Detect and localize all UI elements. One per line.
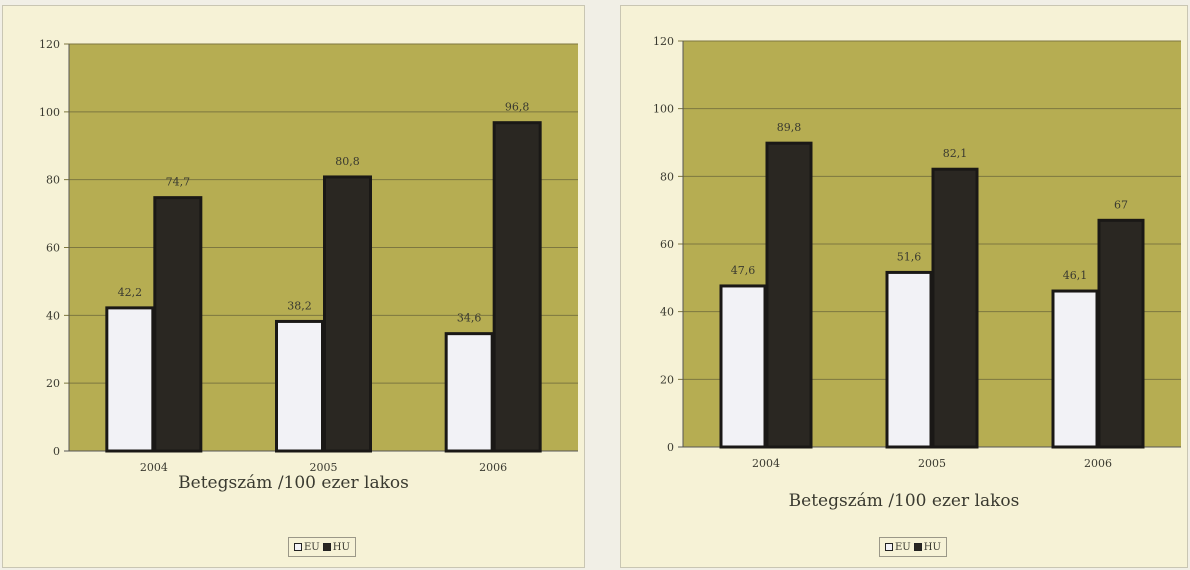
- data-label-hu-2004-right: 89,8: [777, 121, 802, 134]
- bar-chart-left: 0 20 40 60 80 100 120 42,2 74,7 2004 38,2 80,8 2005 3…: [39, 38, 578, 474]
- data-label-hu-2005-left: 80,8: [335, 155, 360, 168]
- x-tick-label-left: 2005: [310, 461, 338, 474]
- y-tick-label-left: 120: [39, 38, 60, 51]
- y-tick-label-right: 60: [660, 238, 674, 251]
- data-label-hu-2004-left: 74,7: [166, 176, 191, 189]
- legend-label-hu-left: HU: [332, 541, 350, 553]
- y-tick-label-left: 80: [46, 174, 60, 187]
- legend-swatch-hu-left: [322, 543, 331, 551]
- data-label-eu-2005-left: 38,2: [287, 299, 312, 312]
- legend-item-hu-left: HU: [322, 541, 350, 553]
- legend-swatch-hu-right: [913, 543, 922, 551]
- data-label-hu-2006-left: 96,8: [505, 101, 530, 114]
- legend-left: EU HU: [288, 537, 356, 557]
- bar-eu-2005-left: [275, 319, 324, 453]
- x-tick-label-right: 2005: [918, 457, 946, 470]
- y-tick-label-right: 20: [660, 373, 674, 386]
- y-tick-label-right: 40: [660, 306, 674, 319]
- chart-panel-left: 0 20 40 60 80 100 120 42,2 74,7 2004 38,2 80,8 2005 3…: [2, 5, 585, 568]
- y-tick-label-left: 60: [46, 242, 60, 255]
- x-tick-label-left: 2006: [479, 461, 507, 474]
- y-tick-label-right: 100: [653, 103, 674, 116]
- legend-swatch-eu-left: [294, 543, 302, 551]
- bar-eu-2006-right: [1051, 289, 1099, 449]
- y-tick-label-right: 120: [653, 35, 674, 48]
- y-tick-label-right: 0: [667, 441, 674, 454]
- legend-swatch-eu-right: [885, 543, 893, 551]
- y-tick-label-left: 40: [46, 309, 60, 322]
- bar-hu-2005-right: [931, 167, 979, 449]
- x-tick-label-right: 2006: [1084, 457, 1112, 470]
- data-label-eu-2006-left: 34,6: [457, 312, 482, 325]
- legend-right: EU HU: [879, 537, 947, 557]
- bar-hu-2005-left: [323, 175, 372, 453]
- legend-item-hu-right: HU: [913, 541, 941, 553]
- legend-label-eu-left: EU: [304, 541, 320, 553]
- data-label-hu-2006-right: 67: [1114, 198, 1128, 211]
- data-label-eu-2006-right: 46,1: [1063, 269, 1088, 282]
- bar-chart-right: 0 20 40 60 80 100 120 47,6 89,8 2004 51,6 82,1 2005 4…: [653, 35, 1181, 470]
- bar-hu-2006-right: [1097, 218, 1145, 449]
- data-label-eu-2004-left: 42,2: [118, 286, 143, 299]
- bar-eu-2006-left: [444, 332, 494, 453]
- bar-eu-2005-right: [885, 270, 933, 449]
- bar-hu-2004-right: [765, 141, 813, 449]
- y-tick-label-right: 80: [660, 170, 674, 183]
- x-tick-label-right: 2004: [752, 457, 780, 470]
- data-label-eu-2005-right: 51,6: [897, 250, 922, 263]
- y-tick-label-left: 0: [53, 445, 60, 458]
- bar-hu-2004-left: [153, 196, 203, 453]
- legend-item-eu-left: EU: [294, 542, 320, 553]
- x-tick-label-left: 2004: [140, 461, 168, 474]
- data-label-hu-2005-right: 82,1: [943, 147, 968, 160]
- legend-item-eu-right: EU: [885, 542, 911, 553]
- x-axis-label-right: Betegszám /100 ezer lakos: [788, 491, 1020, 511]
- data-label-eu-2004-right: 47,6: [731, 264, 756, 277]
- y-tick-label-left: 20: [46, 377, 60, 390]
- bar-eu-2004-left: [105, 306, 155, 453]
- legend-label-hu-right: HU: [923, 541, 941, 553]
- legend-label-eu-right: EU: [895, 541, 911, 553]
- y-tick-label-left: 100: [39, 106, 60, 119]
- x-axis-label-left: Betegszám /100 ezer lakos: [178, 473, 409, 493]
- bar-hu-2006-left: [492, 121, 542, 453]
- chart-panel-right: 0 20 40 60 80 100 120 47,6 89,8 2004 51,6 82,1 2005 4…: [620, 5, 1188, 568]
- bar-eu-2004-right: [719, 284, 767, 449]
